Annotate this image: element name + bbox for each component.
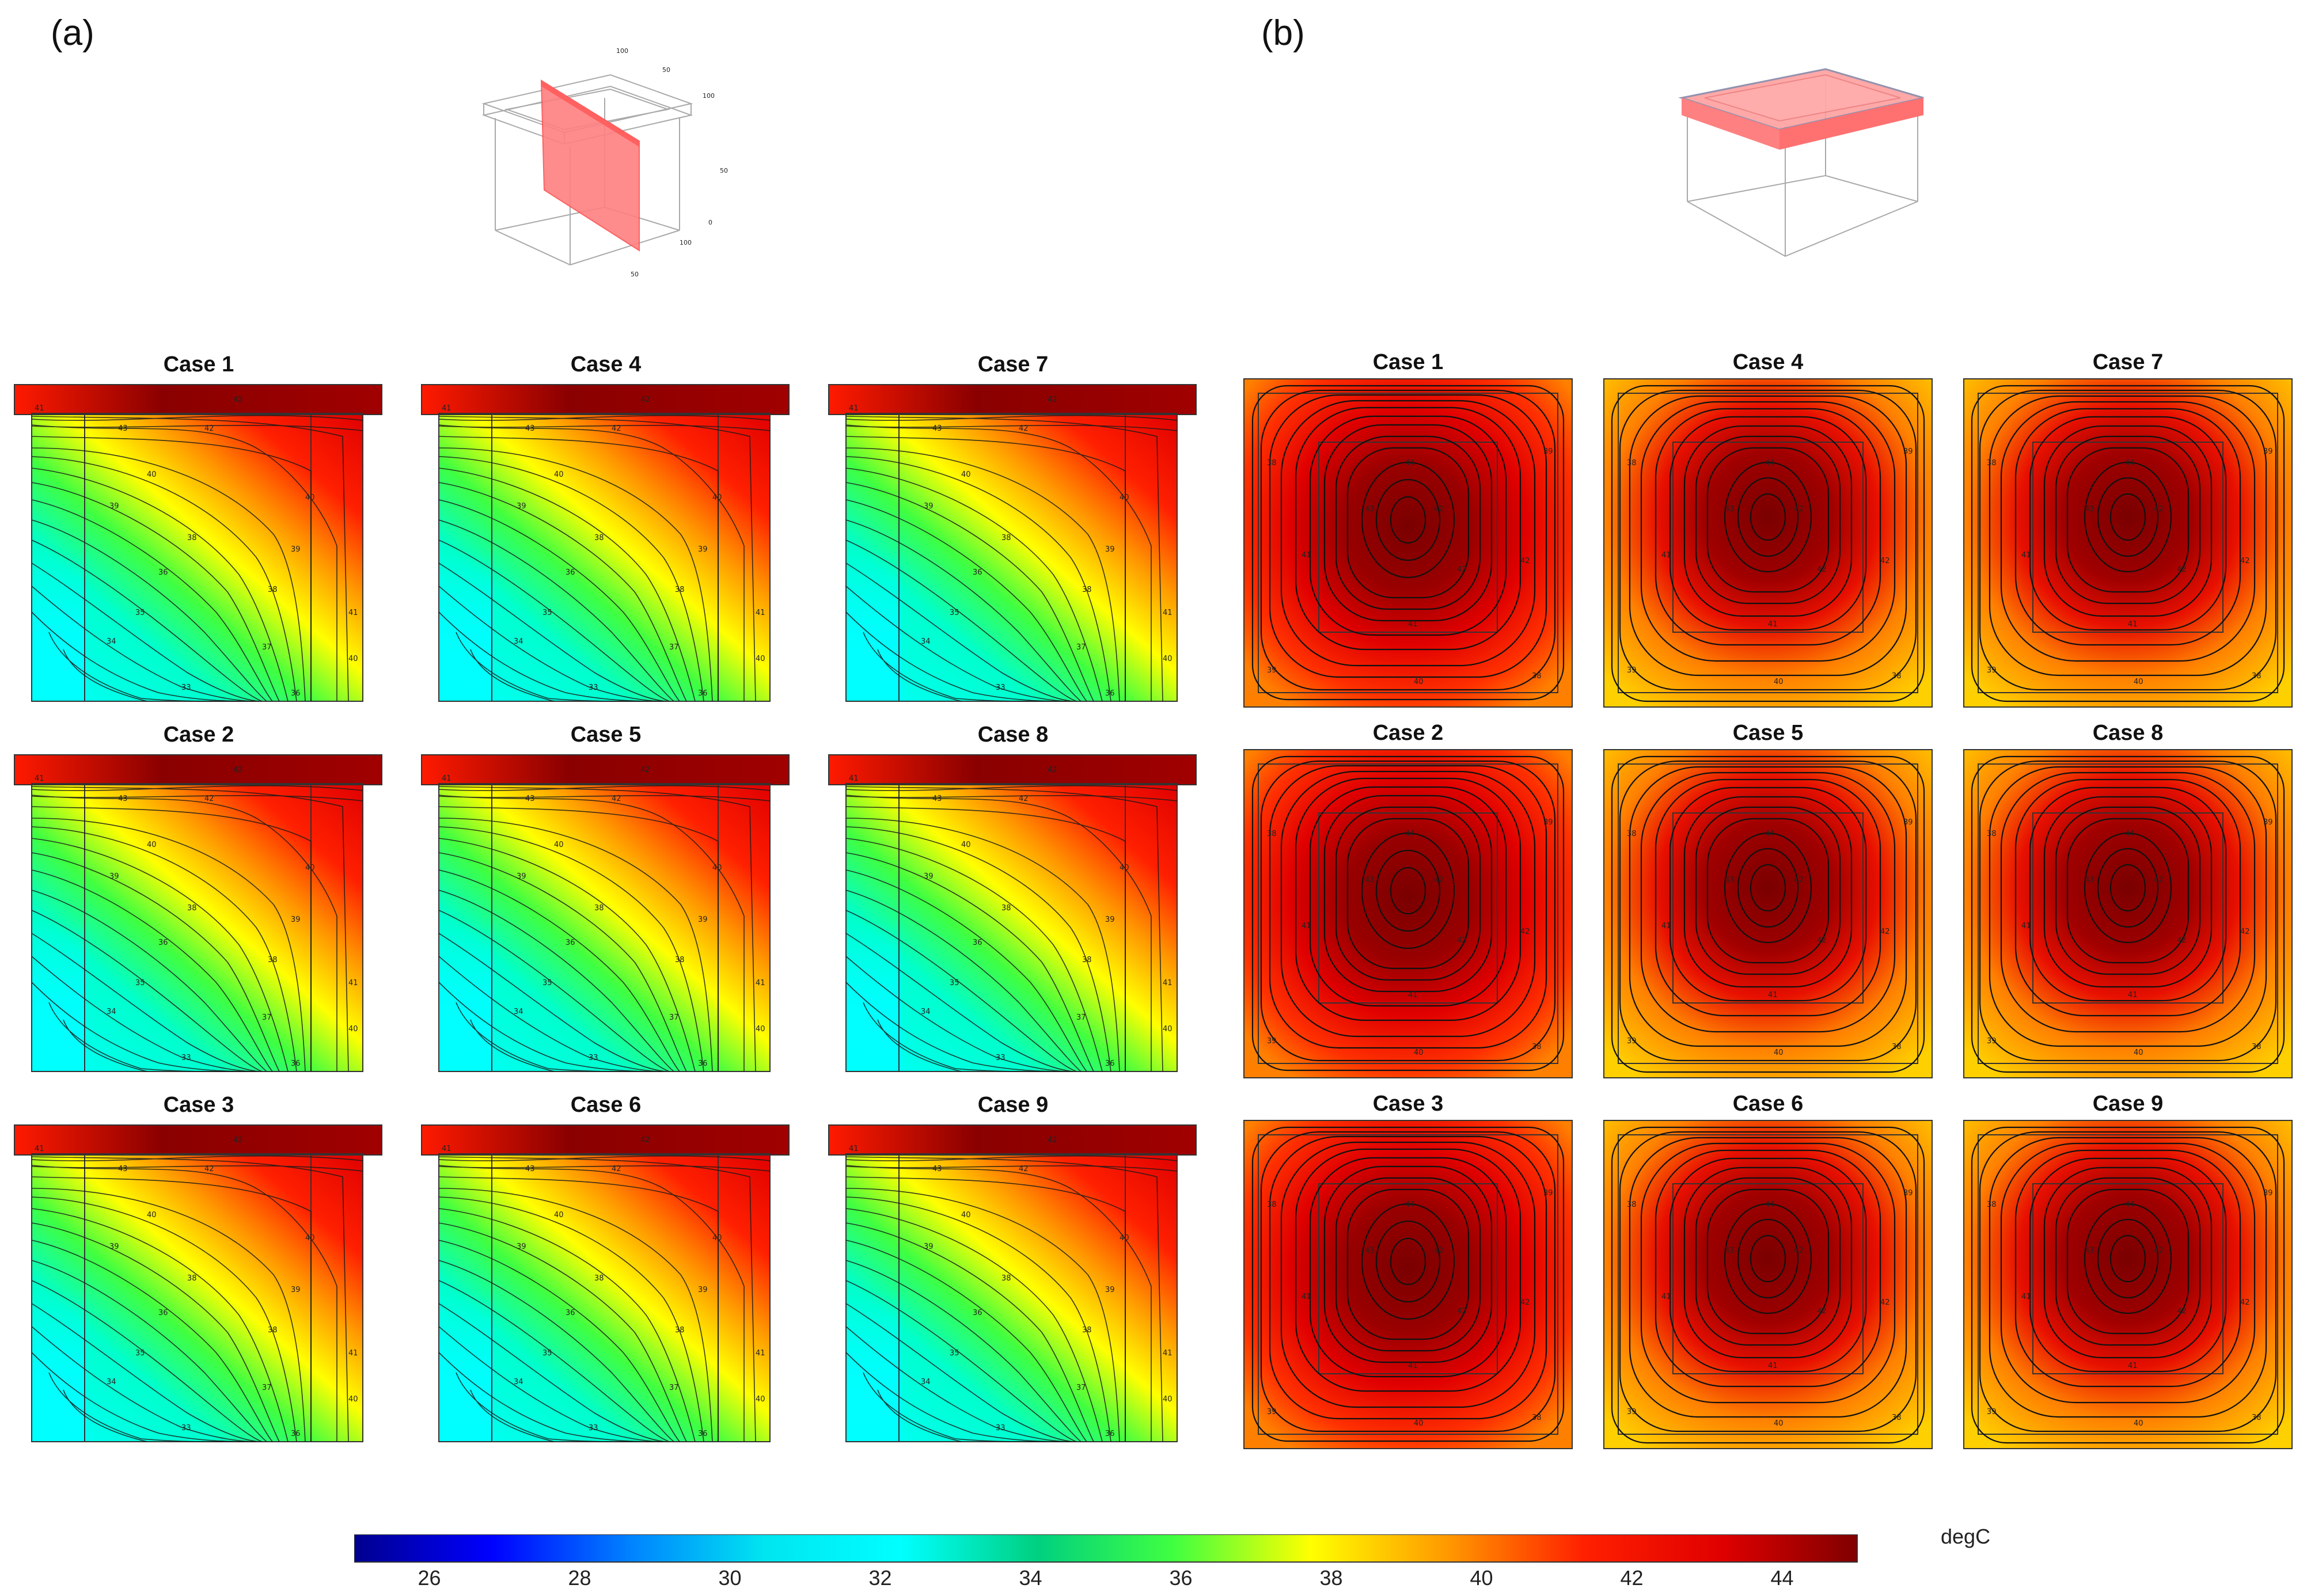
- colorbar-unit: degC: [1941, 1525, 1991, 1548]
- vertical-section-plot: [421, 384, 790, 702]
- horizontal-section-plot: [1603, 1119, 1933, 1450]
- case-title: Case 1: [163, 352, 234, 377]
- panel-a-label: (a): [51, 13, 94, 53]
- case-title: Case 9: [2092, 1092, 2164, 1116]
- case-title: Case 1: [1372, 350, 1444, 374]
- horizontal-section-plot: [1963, 1119, 2293, 1450]
- colorbar: [354, 1534, 1858, 1563]
- case-title: Case 9: [977, 1093, 1049, 1117]
- colorbar-tick-label: 26: [418, 1566, 441, 1590]
- colorbar-tick-label: 34: [1019, 1566, 1042, 1590]
- vertical-section-plot: [828, 754, 1197, 1073]
- case-title: Case 4: [1732, 350, 1804, 374]
- case-title: Case 3: [1372, 1092, 1444, 1116]
- horizontal-section-plot: [1243, 1119, 1573, 1450]
- colorbar-gradient: [354, 1534, 1858, 1563]
- case-title: Case 7: [2092, 350, 2164, 374]
- colorbar-tick-label: 28: [568, 1566, 591, 1590]
- schematic-horizontal-plane: [1678, 68, 1924, 257]
- vertical-section-plot: [14, 1124, 382, 1443]
- vertical-section-plot: [14, 754, 382, 1073]
- horizontal-section-plot: [1243, 378, 1573, 708]
- panel-b-label: (b): [1261, 13, 1305, 53]
- case-title: Case 8: [977, 723, 1049, 747]
- horizontal-section-plot: [1603, 378, 1933, 708]
- case-title: Case 5: [570, 723, 642, 747]
- horizontal-section-plot: [1603, 748, 1933, 1079]
- colorbar-tick-label: 38: [1319, 1566, 1343, 1590]
- case-title: Case 6: [570, 1093, 642, 1117]
- colorbar-tick-label: 40: [1470, 1566, 1493, 1590]
- svg-text:50: 50: [631, 271, 639, 278]
- colorbar-tick-label: 32: [868, 1566, 892, 1590]
- vertical-section-plot: [421, 1124, 790, 1443]
- case-title: Case 6: [1732, 1092, 1804, 1116]
- svg-text:0: 0: [708, 219, 712, 226]
- svg-text:50: 50: [662, 66, 670, 74]
- vertical-section-plot: [828, 1124, 1197, 1443]
- horizontal-section-plot: [1243, 748, 1573, 1079]
- case-title: Case 8: [2092, 721, 2164, 745]
- case-title: Case 7: [977, 352, 1049, 377]
- case-title: Case 3: [163, 1093, 234, 1117]
- svg-text:100: 100: [680, 239, 692, 246]
- case-title: Case 2: [163, 723, 234, 747]
- colorbar-tick-label: 36: [1169, 1566, 1193, 1590]
- horizontal-section-plot: [1963, 378, 2293, 708]
- vertical-section-plot: [828, 384, 1197, 702]
- vertical-section-plot: [14, 384, 382, 702]
- vertical-section-plot: [421, 754, 790, 1073]
- horizontal-section-plot: [1963, 748, 2293, 1079]
- colorbar-tick-label: 30: [718, 1566, 742, 1590]
- case-title: Case 4: [570, 352, 642, 377]
- colorbar-tick-label: 42: [1620, 1566, 1644, 1590]
- case-title: Case 5: [1732, 721, 1804, 745]
- schematic-vertical-plane: 100 50 100 50 0 100 50: [481, 47, 728, 278]
- colorbar-tick-label: 44: [1770, 1566, 1794, 1590]
- svg-text:100: 100: [703, 92, 715, 100]
- svg-text:100: 100: [616, 47, 628, 55]
- svg-text:50: 50: [720, 167, 728, 174]
- case-title: Case 2: [1372, 721, 1444, 745]
